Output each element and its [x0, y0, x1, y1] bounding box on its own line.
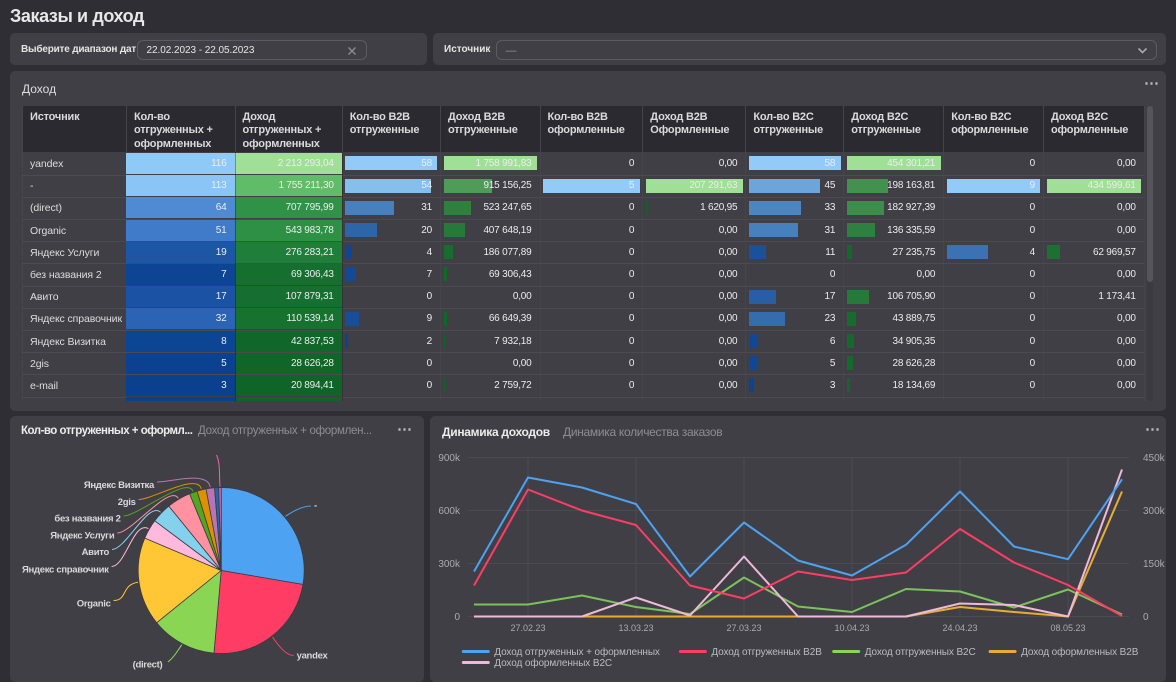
svg-text:Organic: Organic — [77, 598, 111, 609]
svg-text:(direct): (direct) — [133, 659, 163, 670]
svg-text:Авито: Авито — [82, 547, 110, 558]
svg-text:Яндекс Визитка: Яндекс Визитка — [84, 480, 155, 491]
svg-text:08.05.23: 08.05.23 — [1050, 623, 1085, 633]
svg-text:150k: 150k — [1143, 559, 1166, 570]
svg-text:2gis: 2gis — [118, 497, 136, 508]
svg-text:yandex: yandex — [297, 650, 329, 661]
svg-text:27.02.23: 27.02.23 — [510, 623, 545, 633]
svg-text:без названия 2: без названия 2 — [54, 513, 120, 524]
svg-text:900k: 900k — [438, 453, 461, 464]
svg-text:-: - — [314, 500, 317, 511]
svg-text:Яндекс Услуги: Яндекс Услуги — [50, 530, 115, 541]
svg-text:450k: 450k — [1143, 453, 1166, 464]
svg-text:600k: 600k — [438, 506, 461, 517]
svg-text:Яндекс справочник: Яндекс справочник — [22, 564, 109, 575]
svg-text:27.03.23: 27.03.23 — [726, 623, 761, 633]
svg-text:24.04.23: 24.04.23 — [942, 623, 977, 633]
svg-text:300k: 300k — [1143, 506, 1166, 517]
svg-text:13.03.23: 13.03.23 — [618, 623, 653, 633]
svg-text:0: 0 — [1143, 612, 1149, 623]
svg-text:Доход оформленных B2C: Доход оформленных B2C — [494, 657, 612, 669]
svg-text:Доход отгруженных B2B: Доход отгруженных B2B — [711, 647, 822, 658]
svg-text:300k: 300k — [438, 559, 461, 570]
svg-text:0: 0 — [454, 612, 460, 623]
svg-text:Доход отгруженных + оформленны: Доход отгруженных + оформленных — [494, 646, 660, 658]
svg-text:10.04.23: 10.04.23 — [834, 623, 869, 633]
svg-text:Доход отгруженных B2C: Доход отгруженных B2C — [865, 647, 976, 658]
svg-text:Доход оформленных B2B: Доход оформленных B2B — [1021, 646, 1139, 658]
